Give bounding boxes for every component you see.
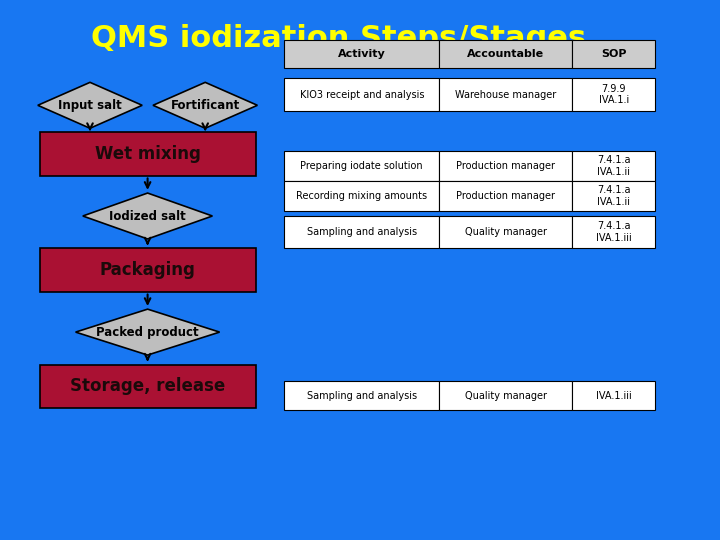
- Text: QMS iodization Steps/Stages: QMS iodization Steps/Stages: [91, 24, 586, 53]
- Text: 7.4.1.a
IVA.1.ii: 7.4.1.a IVA.1.ii: [597, 156, 631, 177]
- Bar: [284, 216, 439, 248]
- Bar: [439, 181, 572, 211]
- Text: Sampling and analysis: Sampling and analysis: [307, 390, 417, 401]
- Bar: [439, 216, 572, 248]
- Bar: [439, 78, 572, 111]
- Bar: [572, 181, 655, 211]
- Text: Recording mixing amounts: Recording mixing amounts: [296, 191, 428, 201]
- Polygon shape: [38, 82, 143, 128]
- Text: Production manager: Production manager: [456, 191, 555, 201]
- Text: SOP: SOP: [601, 49, 626, 59]
- Bar: [572, 216, 655, 248]
- Bar: [40, 132, 256, 176]
- Bar: [572, 78, 655, 111]
- Text: Quality manager: Quality manager: [465, 390, 546, 401]
- Text: 7.4.1.a
IVA.1.ii: 7.4.1.a IVA.1.ii: [597, 185, 631, 207]
- Text: Warehouse manager: Warehouse manager: [455, 90, 557, 99]
- Text: 7.4.1.a
IVA.1.iii: 7.4.1.a IVA.1.iii: [596, 221, 631, 243]
- Text: Wet mixing: Wet mixing: [94, 145, 201, 163]
- Bar: [439, 381, 572, 410]
- Bar: [40, 364, 256, 408]
- Polygon shape: [153, 82, 258, 128]
- Bar: [284, 381, 439, 410]
- Text: Packaging: Packaging: [99, 261, 196, 279]
- Text: Packed product: Packed product: [96, 326, 199, 339]
- Text: IVA.1.iii: IVA.1.iii: [596, 390, 631, 401]
- Bar: [572, 40, 655, 68]
- Text: Preparing iodate solution: Preparing iodate solution: [300, 161, 423, 171]
- Text: Quality manager: Quality manager: [465, 227, 546, 237]
- Text: Input salt: Input salt: [58, 99, 122, 112]
- Text: KIO3 receipt and analysis: KIO3 receipt and analysis: [300, 90, 424, 99]
- Polygon shape: [76, 309, 220, 355]
- Bar: [572, 151, 655, 181]
- Bar: [284, 40, 439, 68]
- Text: Storage, release: Storage, release: [70, 377, 225, 395]
- Bar: [439, 40, 572, 68]
- Text: Sampling and analysis: Sampling and analysis: [307, 227, 417, 237]
- Bar: [284, 181, 439, 211]
- Bar: [439, 151, 572, 181]
- Text: Activity: Activity: [338, 49, 386, 59]
- Text: Fortificant: Fortificant: [171, 99, 240, 112]
- Text: Accountable: Accountable: [467, 49, 544, 59]
- Text: Production manager: Production manager: [456, 161, 555, 171]
- Bar: [284, 78, 439, 111]
- Bar: [572, 381, 655, 410]
- Polygon shape: [83, 193, 212, 239]
- Text: Iodized salt: Iodized salt: [109, 210, 186, 222]
- Text: 7.9.9
IVA.1.i: 7.9.9 IVA.1.i: [598, 84, 629, 105]
- Bar: [284, 151, 439, 181]
- Bar: [40, 248, 256, 292]
